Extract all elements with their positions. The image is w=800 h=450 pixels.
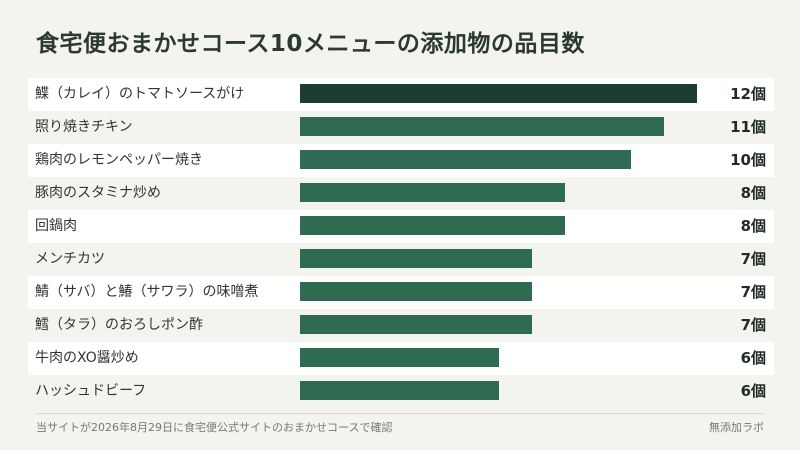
bar-track	[300, 315, 697, 334]
category-label: 鰈（カレイ）のトマトソースがけ	[35, 86, 245, 102]
bar-track	[300, 249, 697, 268]
chart-title: 食宅便おまかせコース10メニューの添加物の品目数	[36, 31, 585, 57]
bar-track	[300, 84, 697, 103]
bar-row: 回鍋肉 8個	[28, 210, 774, 243]
category-label: ハッシュドビーフ	[35, 383, 147, 399]
value-label: 12個	[730, 85, 766, 103]
value-label: 7個	[740, 283, 766, 301]
category-label: 照り焼きチキン	[35, 119, 133, 135]
bar	[300, 150, 631, 169]
bar-row: 鱈（タラ）のおろしポン酢 7個	[28, 309, 774, 342]
bar	[300, 84, 697, 103]
bar-row: ハッシュドビーフ 6個	[28, 375, 774, 408]
category-label: メンチカツ	[35, 251, 105, 267]
category-label: 鶏肉のレモンペッパー焼き	[35, 152, 203, 168]
bar-track	[300, 150, 697, 169]
bar-row: 鰈（カレイ）のトマトソースがけ 12個	[28, 78, 774, 111]
bar	[300, 216, 565, 235]
bar-row: メンチカツ 7個	[28, 243, 774, 276]
bar	[300, 315, 532, 334]
credit-label: 無添加ラボ	[709, 421, 764, 434]
value-label: 7個	[740, 250, 766, 268]
category-label: 豚肉のスタミナ炒め	[35, 185, 161, 201]
footer-divider	[36, 413, 764, 414]
bar-track	[300, 282, 697, 301]
value-label: 11個	[730, 118, 766, 136]
bar-row: 牛肉のXO醤炒め 6個	[28, 342, 774, 375]
bar-track	[300, 216, 697, 235]
value-label: 6個	[740, 382, 766, 400]
value-label: 7個	[740, 316, 766, 334]
bar-row: 鶏肉のレモンペッパー焼き 10個	[28, 144, 774, 177]
bar-track	[300, 117, 697, 136]
bar-track	[300, 183, 697, 202]
bar	[300, 183, 565, 202]
bar	[300, 381, 499, 400]
value-label: 10個	[730, 151, 766, 169]
bar	[300, 249, 532, 268]
bar-track	[300, 348, 697, 367]
category-label: 鱈（タラ）のおろしポン酢	[35, 317, 203, 333]
bar	[300, 117, 664, 136]
value-label: 6個	[740, 349, 766, 367]
bar	[300, 282, 532, 301]
bar-row: 豚肉のスタミナ炒め 8個	[28, 177, 774, 210]
value-label: 8個	[740, 184, 766, 202]
bar	[300, 348, 499, 367]
value-label: 8個	[740, 217, 766, 235]
source-note: 当サイトが2026年8月29日に食宅便公式サイトのおまかせコースで確認	[36, 421, 393, 434]
category-label: 回鍋肉	[35, 218, 77, 234]
bar-row: 照り焼きチキン 11個	[28, 111, 774, 144]
category-label: 牛肉のXO醤炒め	[35, 350, 139, 366]
bar-row: 鯖（サバ）と鰆（サワラ）の味噌煮 7個	[28, 276, 774, 309]
category-label: 鯖（サバ）と鰆（サワラ）の味噌煮	[35, 284, 259, 300]
bar-chart: 鰈（カレイ）のトマトソースがけ 12個照り焼きチキン 11個鶏肉のレモンペッパー焼き…	[28, 78, 774, 408]
bar-track	[300, 381, 697, 400]
